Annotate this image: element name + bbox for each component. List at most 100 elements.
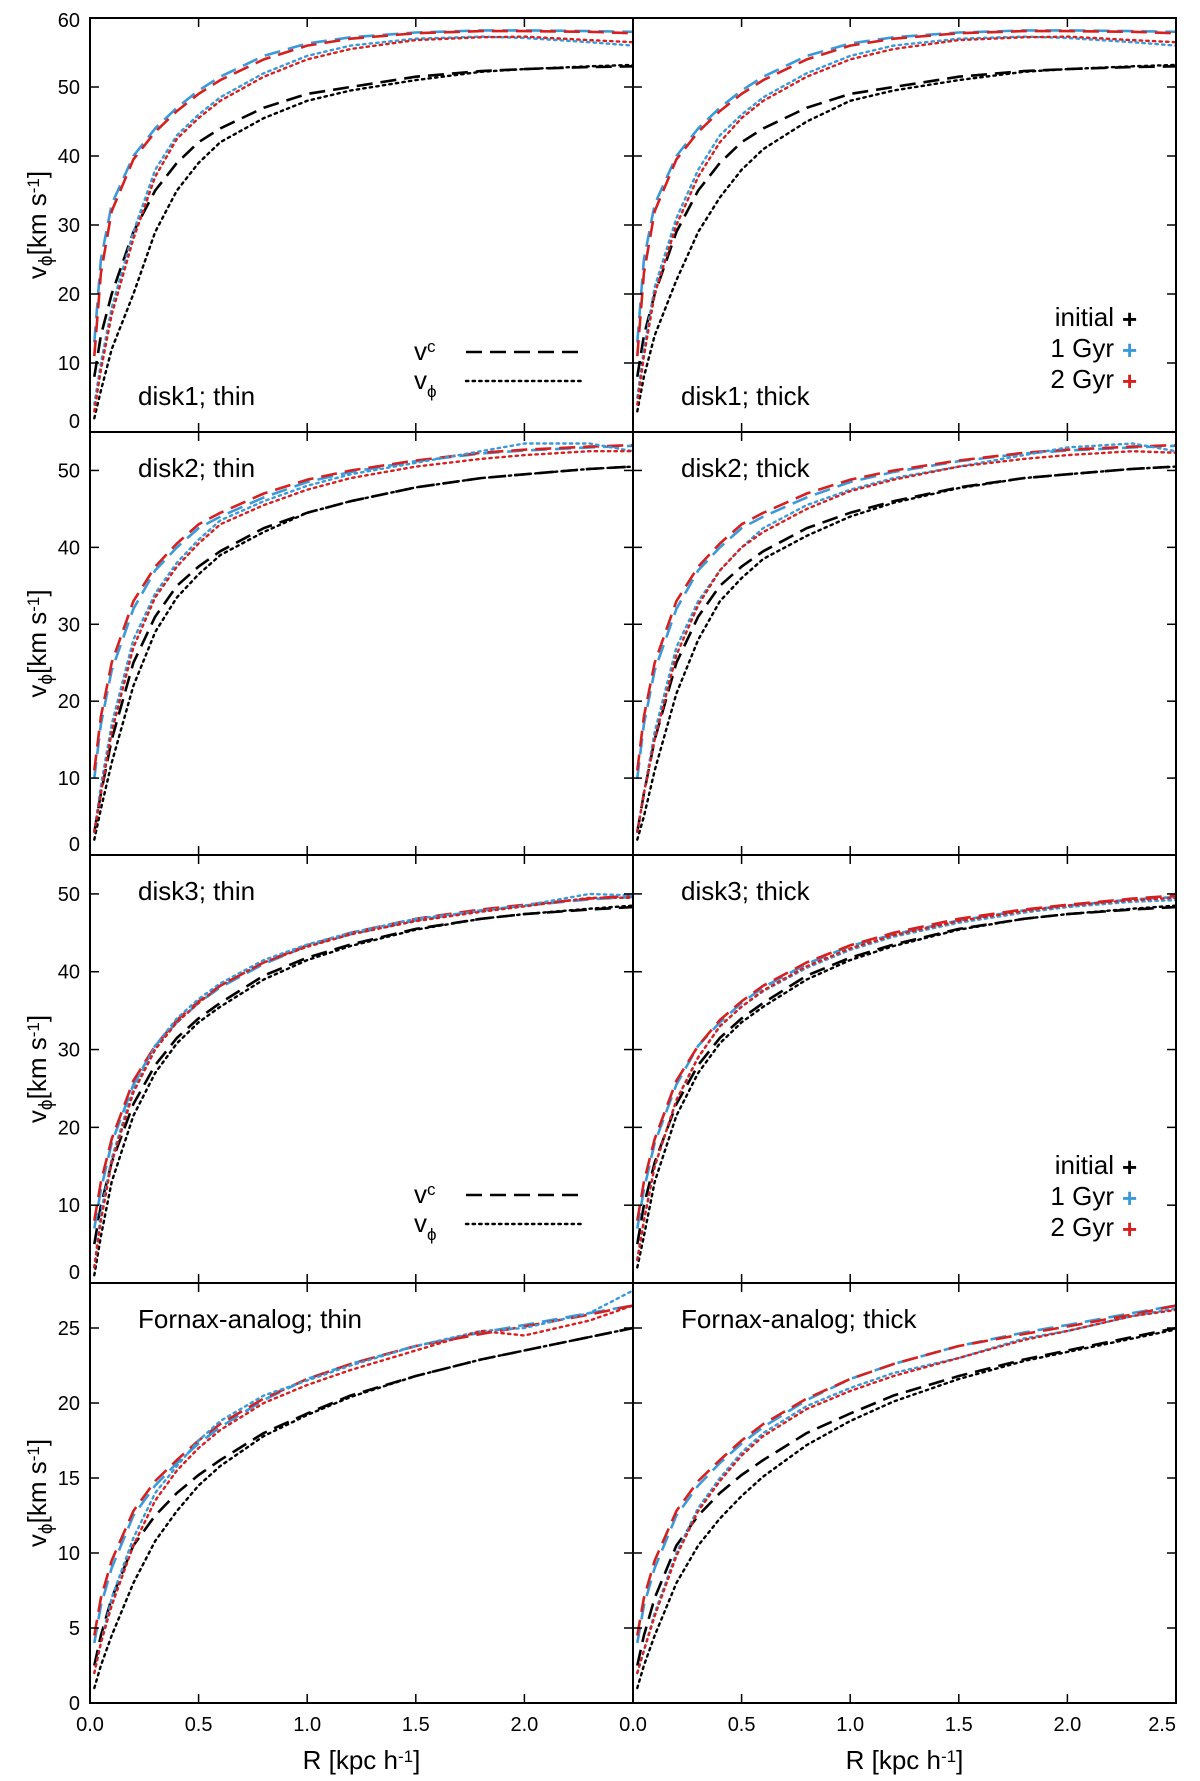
panel-0-0: 0 10 20 30 40 50 60 disk1; thin xyxy=(58,10,634,433)
time-legend-label: 2 Gyr xyxy=(1050,364,1114,394)
panel-frame xyxy=(632,431,1177,856)
y-axis-title-part-4: ] xyxy=(22,171,52,178)
y-tick-label: 40 xyxy=(58,962,80,984)
y-axis-title-part-2: [km s xyxy=(22,612,52,674)
series-line-v_phi-initial xyxy=(93,1326,633,1690)
series-line-v_c-initial xyxy=(93,465,633,833)
panel-frame xyxy=(89,854,634,1284)
series-line-v_phi-2-gyr xyxy=(636,35,1176,406)
legend-vc-v: v xyxy=(414,336,427,366)
panel-1-0: 0 10 20 30 40 50 disk2; thin xyxy=(58,431,634,856)
x-tick-label: 1.0 xyxy=(293,1714,321,1736)
series-line-v_c-1-gyr xyxy=(93,29,633,343)
series-line-v_phi-initial xyxy=(93,63,633,420)
y-axis-title-part-1: ϕ xyxy=(36,1099,57,1110)
y-axis-title: vϕ[km s-1] xyxy=(22,171,57,279)
line-style-legend: vc vϕ xyxy=(414,1179,585,1244)
time-legend-marker: + xyxy=(1122,304,1137,334)
panel-frame xyxy=(89,17,634,433)
y-axis-title: vϕ[km s-1] xyxy=(22,1439,57,1547)
y-tick-label: 10 xyxy=(58,353,80,375)
panel-frame xyxy=(89,431,634,856)
series-line-v_phi-1-gyr xyxy=(93,35,633,406)
series-line-v_c-2-gyr xyxy=(636,894,1176,1221)
series-line-v_phi-initial xyxy=(636,63,1176,413)
x-tick-label: 1.0 xyxy=(836,1714,864,1736)
y-axis-title-part-1: ϕ xyxy=(36,674,57,685)
time-legend-label: 1 Gyr xyxy=(1050,1181,1114,1211)
time-legend-marker: + xyxy=(1122,335,1137,365)
series-line-v_c-initial xyxy=(636,465,1176,833)
legend-vphi-label: vϕ xyxy=(414,1208,437,1244)
series-line-v_c-1-gyr xyxy=(93,895,633,1229)
y-tick-label: 25 xyxy=(58,1318,80,1340)
x-tick-label: 0.5 xyxy=(185,1714,213,1736)
panel-label: disk2; thick xyxy=(681,453,811,483)
x-axis-title: R [kpc h-1] xyxy=(846,1745,964,1775)
panel-label: disk2; thin xyxy=(138,453,255,483)
x-tick-label: 1.5 xyxy=(945,1714,973,1736)
series-line-v_phi-1-gyr xyxy=(93,892,633,1269)
x-axis-title-main: R [kpc h xyxy=(846,1745,941,1775)
y-axis-title-part-0: v xyxy=(22,1534,52,1547)
y-axis-title-part-2: [km s xyxy=(22,193,52,255)
legend-vphi-sub: ϕ xyxy=(427,382,437,401)
legend-vc-sup: c xyxy=(427,337,436,356)
panel-label: disk3; thick xyxy=(681,876,811,906)
y-tick-label: 0 xyxy=(69,411,80,433)
series-line-v_c-initial xyxy=(636,1326,1176,1666)
legend-vc-sup: c xyxy=(427,1180,436,1199)
y-tick-label: 50 xyxy=(58,460,80,482)
y-tick-label: 0 xyxy=(69,1693,80,1715)
y-axis-title-part-2: [km s xyxy=(22,1037,52,1099)
series-line-v_c-1-gyr xyxy=(93,444,633,779)
series-line-v_phi-2-gyr xyxy=(93,1304,633,1675)
y-axis-title-part-4: ] xyxy=(22,589,52,596)
time-legend: initial +1 Gyr +2 Gyr + xyxy=(1050,1150,1137,1244)
x-tick-label: 0.0 xyxy=(76,1714,104,1736)
time-legend-label: 1 Gyr xyxy=(1050,333,1114,363)
series-line-v_phi-initial xyxy=(93,904,633,1277)
y-tick-label: 60 xyxy=(58,10,80,32)
x-axis-title-sup: -1 xyxy=(941,1747,956,1766)
y-axis-title: vϕ[km s-1] xyxy=(22,1015,57,1123)
series-line-v_phi-2-gyr xyxy=(93,35,633,413)
series-line-v_phi-initial xyxy=(636,1328,1176,1690)
y-tick-label: 50 xyxy=(58,77,80,99)
x-axis-title: R [kpc h-1] xyxy=(303,1745,421,1775)
x-axis-title-close: ] xyxy=(956,1745,963,1775)
y-tick-label: 0 xyxy=(69,1262,80,1284)
time-legend: initial +1 Gyr +2 Gyr + xyxy=(1050,302,1137,396)
x-tick-label: 0.5 xyxy=(728,1714,756,1736)
series-line-v_c-2-gyr xyxy=(93,1304,633,1636)
series-line-v_c-2-gyr xyxy=(636,443,1176,771)
series-line-v_c-initial xyxy=(93,1326,633,1666)
legend-vphi-v: v xyxy=(414,365,427,395)
y-tick-label: 50 xyxy=(58,884,80,906)
y-axis-title-part-3: -1 xyxy=(24,1022,43,1037)
y-axis-title-part-3: -1 xyxy=(24,597,43,612)
time-legend-marker: + xyxy=(1122,366,1137,396)
y-axis-title-part-0: v xyxy=(22,1110,52,1123)
y-axis-title-part-3: -1 xyxy=(24,178,43,193)
y-tick-label: 10 xyxy=(58,1195,80,1217)
y-tick-label: 30 xyxy=(58,614,80,636)
legend-vc-v: v xyxy=(414,1179,427,1209)
y-axis-title-part-4: ] xyxy=(22,1015,52,1022)
series-line-v_c-initial xyxy=(636,905,1176,1245)
time-legend-label: initial xyxy=(1055,302,1114,332)
y-tick-label: 30 xyxy=(58,1040,80,1062)
series-line-v_phi-1-gyr xyxy=(93,442,633,834)
series-line-v_phi-initial xyxy=(636,904,1176,1269)
y-tick-label: 30 xyxy=(58,215,80,237)
series-line-v_c-initial xyxy=(93,905,633,1245)
y-axis-title-part-3: -1 xyxy=(24,1446,43,1461)
x-tick-label: 1.5 xyxy=(402,1714,430,1736)
time-legend-marker: + xyxy=(1122,1214,1137,1244)
y-tick-label: 0 xyxy=(69,834,80,856)
y-axis-title: vϕ[km s-1] xyxy=(22,589,57,697)
y-tick-label: 15 xyxy=(58,1468,80,1490)
y-axis-title-part-1: ϕ xyxy=(36,255,57,266)
series-line-v_phi-2-gyr xyxy=(93,450,633,834)
